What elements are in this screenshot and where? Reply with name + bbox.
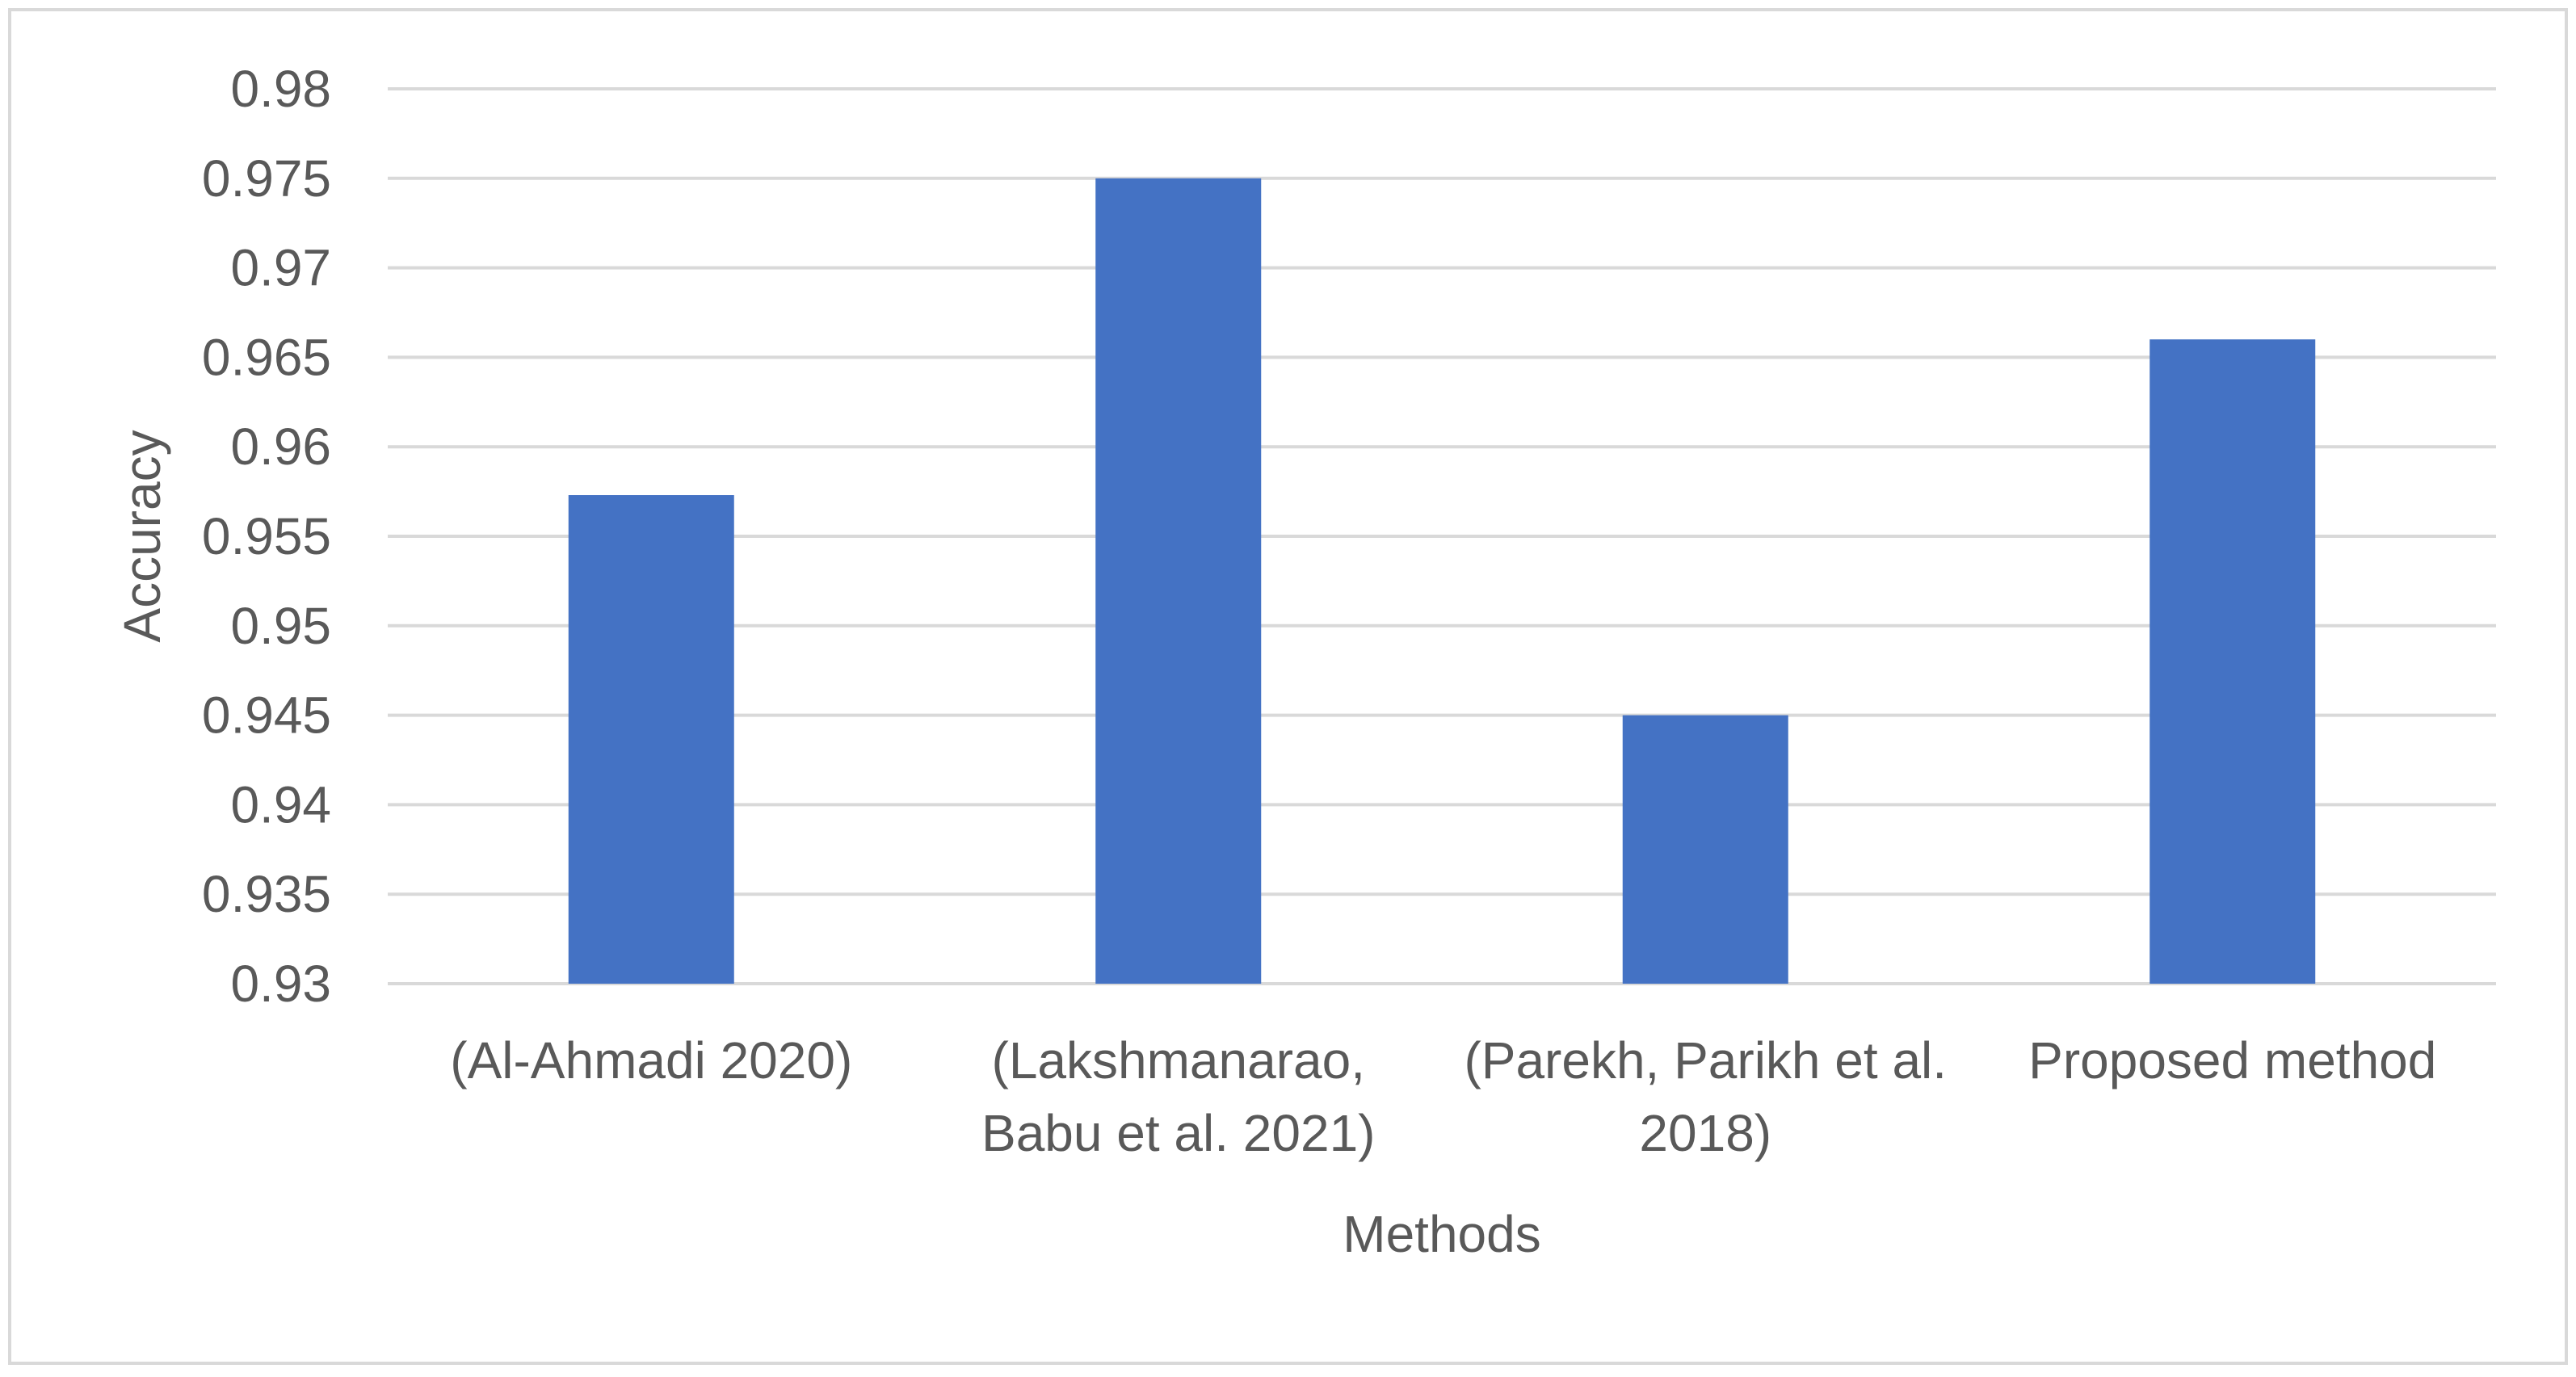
x-axis-tick-labels: (Al-Ahmadi 2020) (Lakshmanarao, Babu et al… (450, 1031, 2436, 1162)
y-tick-label: 0.96 (230, 418, 331, 476)
y-tick-label: 0.945 (202, 686, 331, 745)
bars (568, 178, 2316, 984)
x-tick-label-line: (Al-Ahmadi 2020) (450, 1031, 852, 1089)
x-tick-label: (Parekh, Parikh et al. 2018) (1464, 1031, 1947, 1162)
x-tick-label-line: (Lakshmanarao, (992, 1031, 1365, 1089)
bar (568, 495, 734, 984)
x-axis-title: Methods (1343, 1205, 1540, 1263)
y-axis-title: Accuracy (113, 430, 171, 642)
bar (1095, 178, 1262, 984)
y-tick-label: 0.95 (230, 597, 331, 655)
x-tick-label: Proposed method (2028, 1031, 2436, 1089)
y-tick-label: 0.94 (230, 775, 331, 833)
chart-border (8, 8, 2568, 1365)
gridlines (388, 87, 2496, 985)
y-tick-label: 0.965 (202, 328, 331, 386)
x-tick-label-line: Proposed method (2028, 1031, 2436, 1089)
bar (1622, 715, 1788, 984)
y-tick-label: 0.975 (202, 149, 331, 208)
y-tick-label: 0.935 (202, 865, 331, 923)
y-tick-label: 0.955 (202, 507, 331, 565)
x-tick-label-line: Babu et al. 2021) (981, 1104, 1375, 1162)
x-tick-label-line: 2018) (1639, 1104, 1771, 1162)
y-tick-label: 0.97 (230, 239, 331, 297)
x-tick-label-line: (Parekh, Parikh et al. (1464, 1031, 1947, 1089)
y-axis-tick-labels: 0.93 0.935 0.94 0.945 0.95 0.955 0.96 0.965 0.97… (202, 60, 331, 1013)
x-tick-label: (Al-Ahmadi 2020) (450, 1031, 852, 1089)
bar (2149, 339, 2316, 984)
y-tick-label: 0.93 (230, 955, 331, 1013)
x-tick-label: (Lakshmanarao, Babu et al. 2021) (981, 1031, 1375, 1162)
y-tick-label: 0.98 (230, 60, 331, 118)
